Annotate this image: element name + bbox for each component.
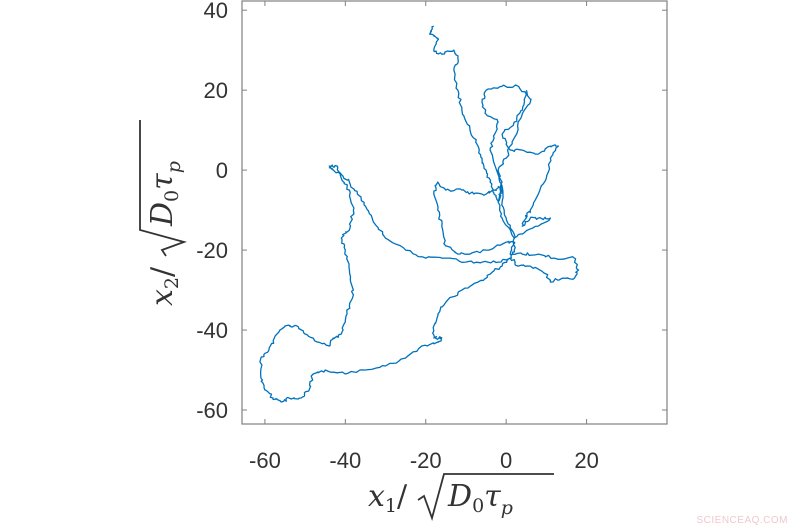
svg-text:D0τp: D0τp xyxy=(145,161,185,227)
x-tick-label: -20 xyxy=(410,448,442,473)
y-tick-label: -60 xyxy=(196,398,228,423)
y-tick-label: 20 xyxy=(204,78,228,103)
x-axis-label: x1/ D0τp xyxy=(368,473,554,521)
x-tick-label: 0 xyxy=(500,448,512,473)
svg-text:D0τp: D0τp xyxy=(447,479,513,519)
svg-text:x1/: x1/ xyxy=(368,479,408,517)
y-tick-label: 40 xyxy=(204,0,228,23)
sqrt-symbol xyxy=(139,120,187,257)
x-tick-label: 20 xyxy=(574,448,598,473)
axis-ticks xyxy=(242,1,667,424)
watermark: SCIENCEAQ.COM xyxy=(696,515,788,526)
y-tick-label: -20 xyxy=(196,238,228,263)
y-tick-label: -40 xyxy=(196,318,228,343)
x-tick-label: -40 xyxy=(329,448,361,473)
x-tick-label: -60 xyxy=(249,448,281,473)
svg-text:x2/: x2/ xyxy=(145,266,183,306)
y-axis-label: x2/ D0τp xyxy=(139,120,187,306)
tick-labels: -60 -40 -20 0 20 40 20 0 -20 -40 -60 xyxy=(196,0,599,473)
y-tick-label: 0 xyxy=(216,158,228,183)
plot-area xyxy=(241,0,668,425)
sqrt-symbol xyxy=(417,473,554,521)
trajectory-line xyxy=(259,25,580,403)
